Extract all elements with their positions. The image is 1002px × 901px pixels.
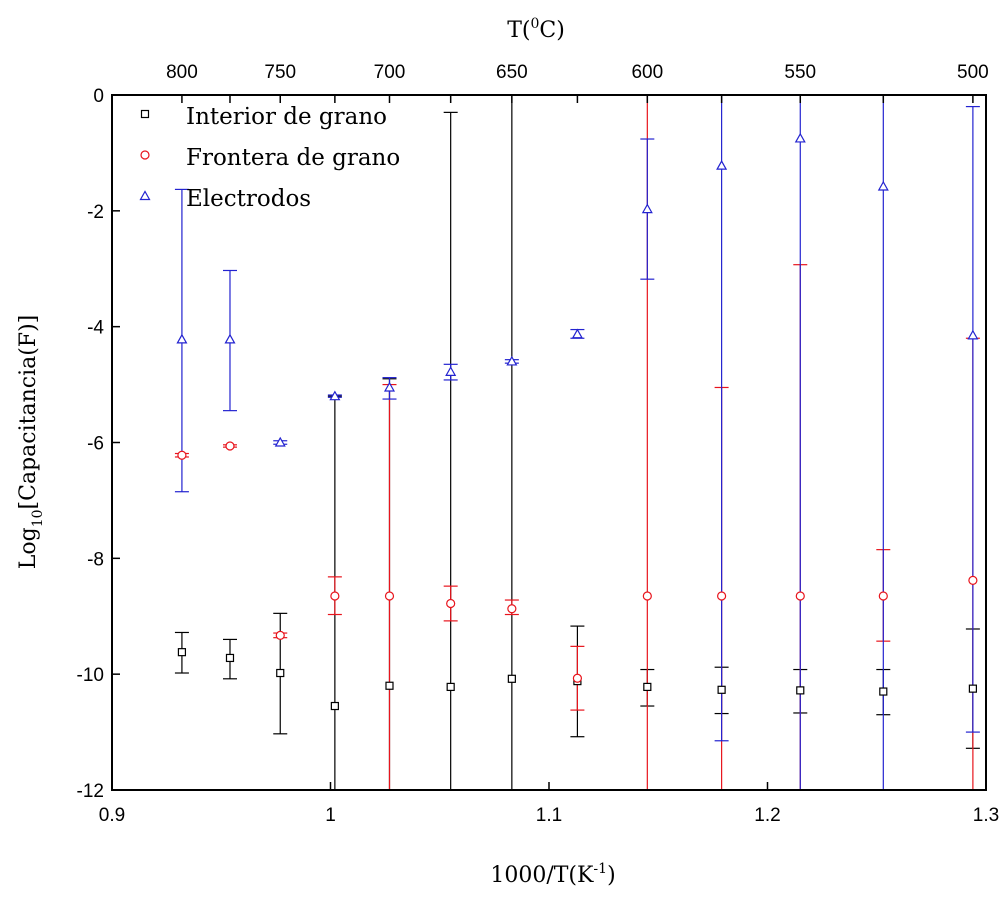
- y-axis-title: Log10[Capacitancia(F)]: [16, 315, 46, 569]
- x-axis-title: 1000/T(K-1): [490, 861, 615, 888]
- y-tick-label: -6: [87, 434, 104, 455]
- data-point-triangle: [274, 436, 286, 447]
- top-tick-label: 750: [264, 62, 296, 83]
- top-tick-label: 700: [374, 62, 406, 83]
- data-point-square: [330, 701, 339, 711]
- data-point-circle: [330, 591, 340, 601]
- data-point-triangle: [176, 333, 188, 344]
- legend: Interior de grano Frontera de grano Electr…: [139, 104, 400, 212]
- top-tick-label: 800: [166, 62, 198, 83]
- data-point-circle: [177, 450, 187, 460]
- data-point-triangle: [224, 333, 236, 344]
- top-tick-label: 550: [784, 62, 816, 83]
- data-point-circle: [384, 591, 395, 601]
- legend-label: Electrodos: [186, 186, 311, 212]
- data-point-triangle: [329, 390, 341, 401]
- y-tick-label: -12: [77, 781, 104, 802]
- top-tick-label: 650: [496, 62, 528, 83]
- data-point-triangle: [716, 159, 728, 170]
- data-point-square: [225, 653, 235, 663]
- y-tick-label: -2: [87, 202, 104, 223]
- data-point-square: [796, 686, 805, 695]
- top-tick-label: 500: [957, 62, 989, 83]
- data-point-square: [507, 674, 516, 683]
- x-tick-label: 0.9: [99, 805, 125, 826]
- legend-marker-triangle: [139, 190, 151, 201]
- data-point-triangle: [571, 328, 583, 339]
- data-point-circle: [968, 575, 978, 585]
- x-tick-label: 1.1: [536, 805, 562, 826]
- data-point-circle: [795, 591, 805, 601]
- y-tick-label: -8: [87, 549, 104, 570]
- top-axis-title: T(0C): [507, 16, 565, 43]
- y-tick-label: 0: [93, 86, 104, 107]
- data-point-circle: [642, 591, 652, 601]
- data-point-circle: [446, 598, 456, 609]
- y-axis: 0 -2 -4 -6 -8 -10 -12: [77, 86, 120, 802]
- x-tick-label: 1.3: [973, 805, 999, 826]
- data-point-triangle: [506, 355, 518, 366]
- data-point-circle: [507, 604, 517, 614]
- top-axis: 800 750 700 650 600 550 500: [166, 62, 989, 103]
- x-tick-label: 1.2: [754, 805, 780, 826]
- data-point-circle: [225, 441, 235, 451]
- top-tick-label: 600: [631, 62, 663, 83]
- data-point-triangle: [445, 366, 457, 376]
- data-point-square: [643, 682, 652, 692]
- legend-label: Interior de grano: [186, 104, 387, 130]
- y-tick-label: -4: [87, 318, 104, 339]
- y-tick-label: -10: [77, 665, 104, 686]
- data-point-triangle: [383, 381, 396, 392]
- data-point-square: [385, 681, 394, 690]
- x-tick-label: 1: [325, 805, 336, 826]
- data-point-triangle: [794, 132, 806, 143]
- data-point-circle: [572, 673, 583, 683]
- data-point-circle: [275, 630, 285, 640]
- error-bars-layer: [174, 95, 980, 790]
- legend-label: Frontera de grano: [186, 145, 400, 171]
- data-point-circle: [717, 591, 727, 601]
- data-point-triangle: [641, 203, 653, 214]
- data-point-triangle: [877, 180, 889, 191]
- legend-marker-square: [140, 109, 150, 119]
- data-point-circle: [878, 591, 888, 601]
- data-point-square: [446, 682, 455, 692]
- markers-layer: [176, 132, 979, 711]
- data-point-triangle: [967, 329, 979, 340]
- legend-marker-circle: [140, 150, 150, 160]
- data-point-square: [177, 648, 187, 657]
- data-point-square: [717, 685, 726, 694]
- data-point-square: [968, 684, 977, 693]
- data-point-square: [276, 668, 285, 678]
- data-point-square: [879, 687, 888, 696]
- x-axis: 0.9 1 1.1 1.2 1.3: [99, 782, 999, 826]
